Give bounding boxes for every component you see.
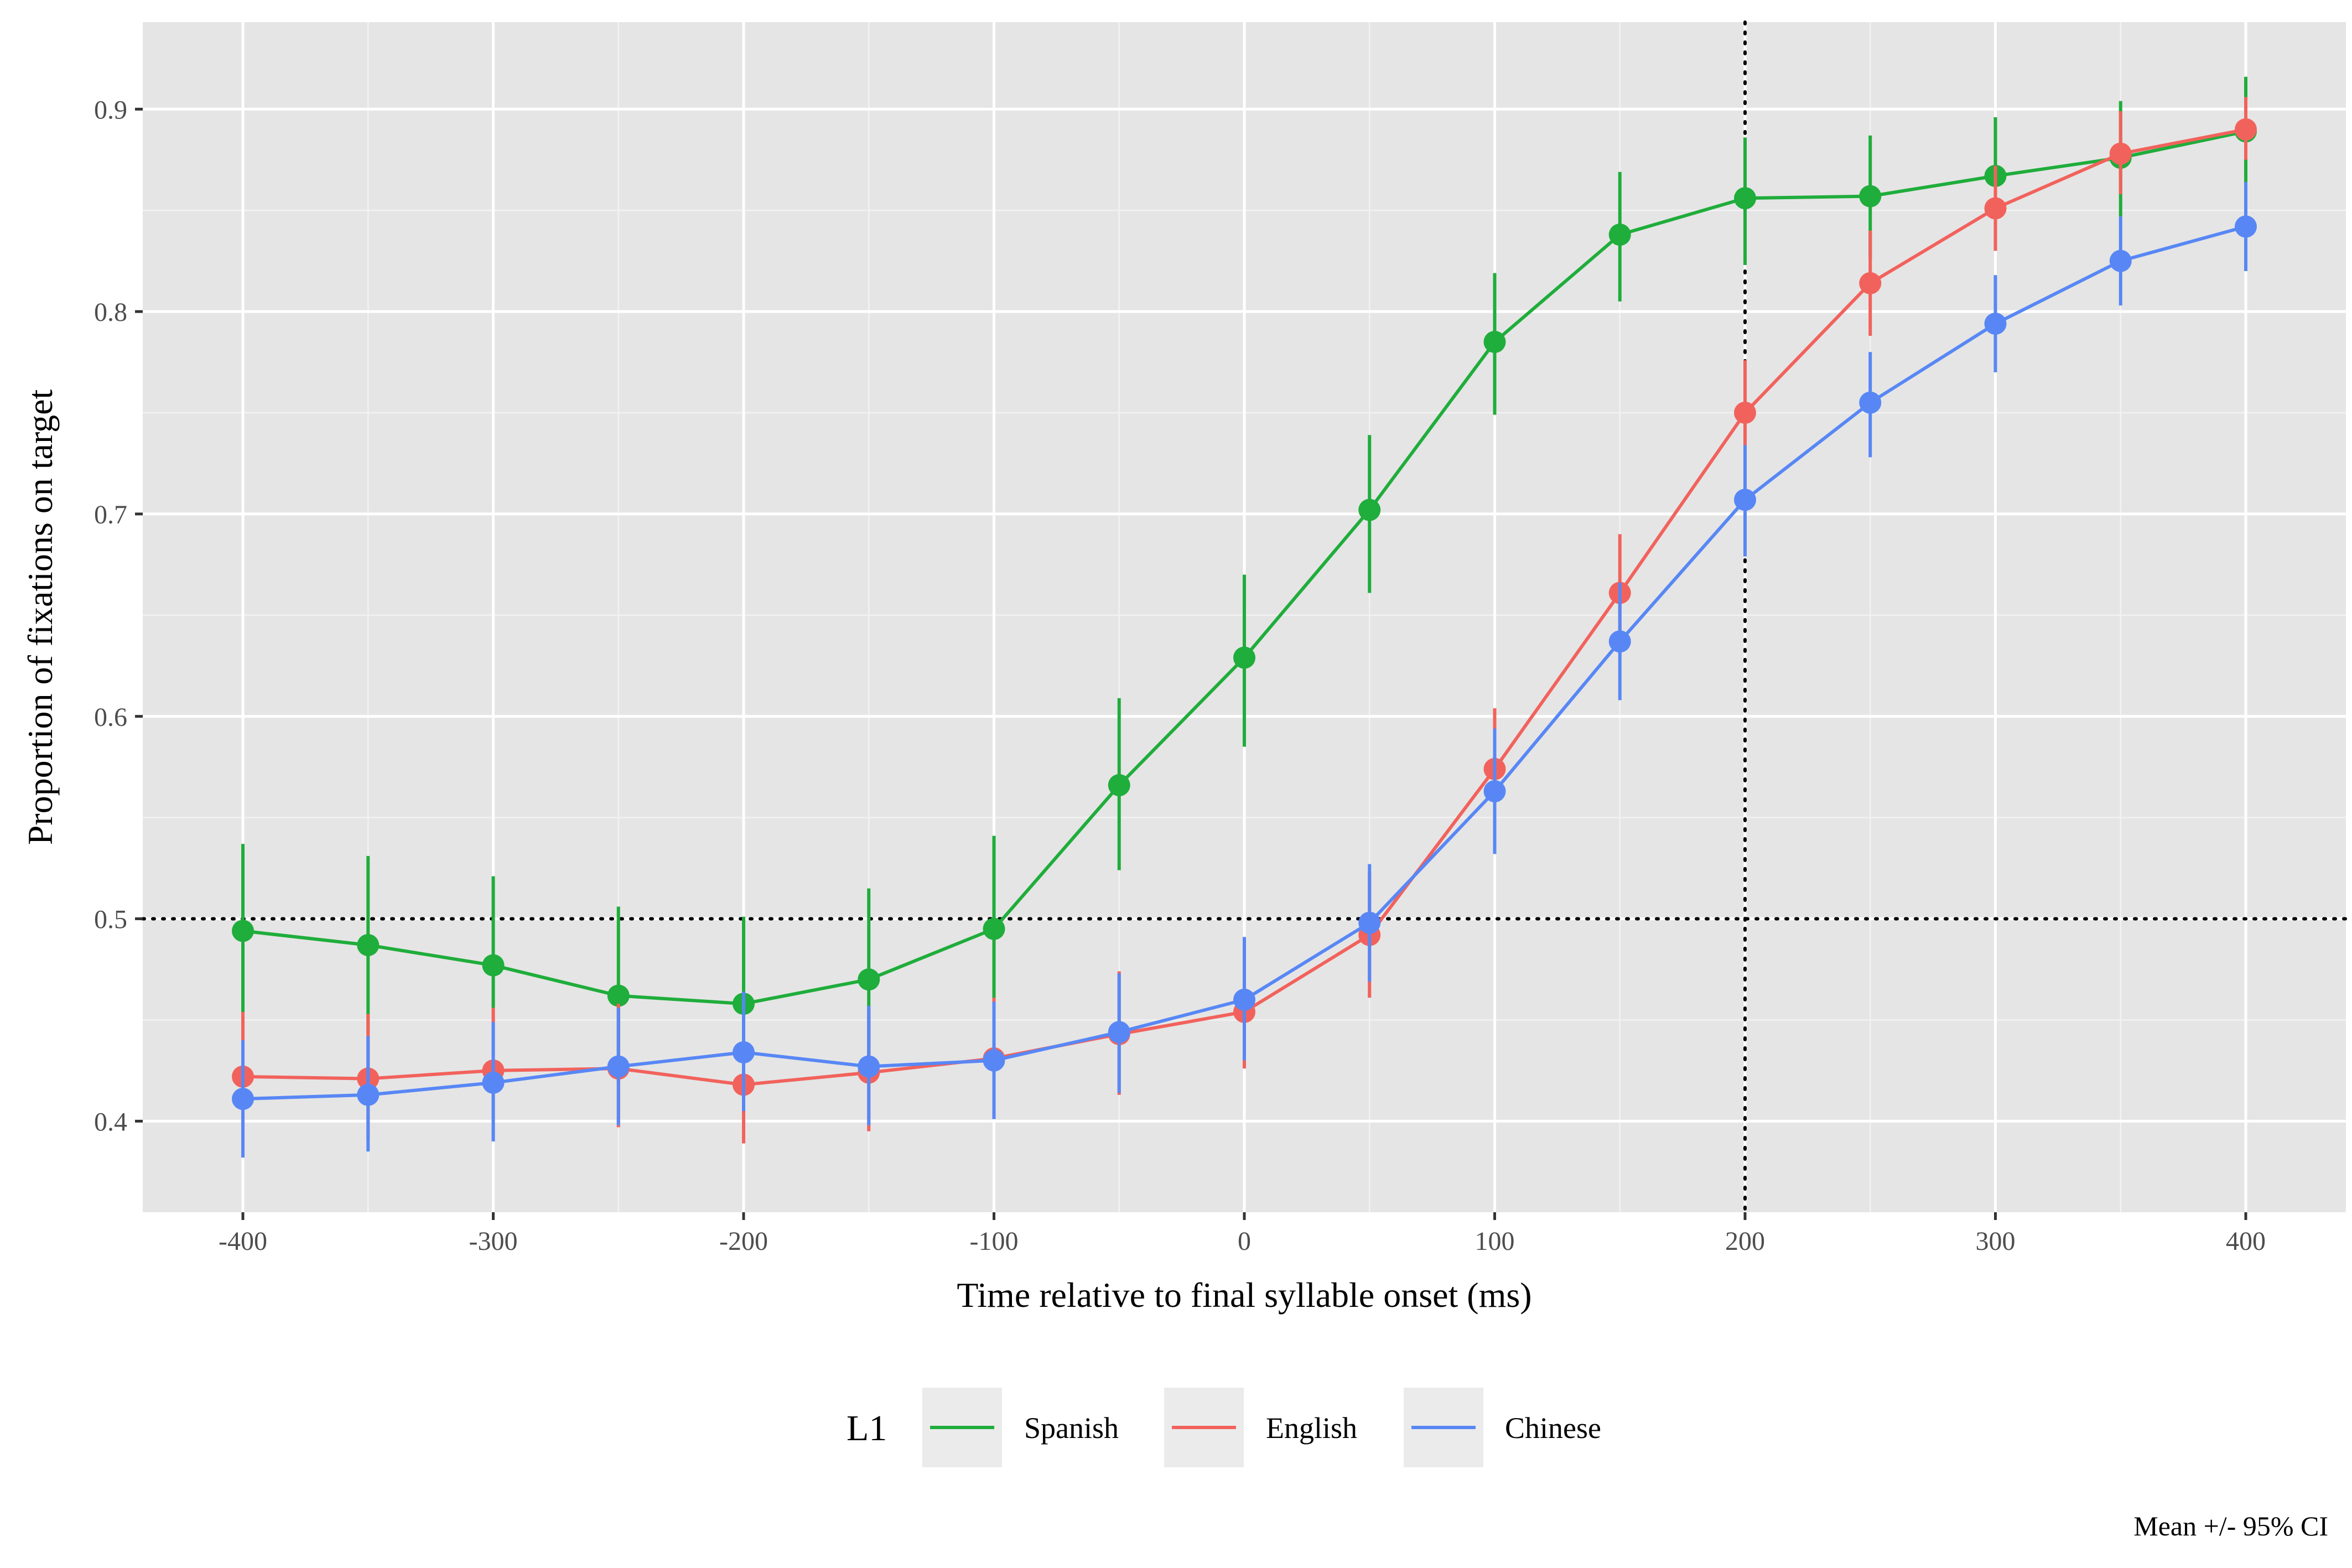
y-tick-label: 0.8 <box>94 298 127 327</box>
legend-label-chinese: Chinese <box>1505 1411 1601 1445</box>
x-tick-label: -400 <box>219 1227 267 1256</box>
data-point-spanish <box>232 920 254 942</box>
data-point-spanish <box>482 954 505 977</box>
data-point-chinese <box>1483 780 1506 803</box>
data-point-english <box>1859 272 1882 294</box>
data-point-spanish <box>1859 185 1882 207</box>
y-tick-label: 0.9 <box>94 95 127 124</box>
data-point-chinese <box>1608 630 1631 653</box>
data-point-english <box>2235 118 2257 141</box>
data-point-english <box>1984 197 2007 220</box>
data-point-chinese <box>482 1071 505 1094</box>
data-point-spanish <box>983 917 1005 940</box>
data-point-spanish <box>1108 774 1130 797</box>
legend-label-english: English <box>1266 1411 1357 1445</box>
legend-title: L1 <box>847 1408 887 1448</box>
x-tick-label: 400 <box>2226 1227 2266 1256</box>
y-tick-label: 0.5 <box>94 905 127 934</box>
legend-item-chinese: Chinese <box>1404 1388 1601 1467</box>
y-axis-title: Proportion of fixations on target <box>20 389 60 845</box>
data-point-chinese <box>1108 1021 1130 1043</box>
data-point-chinese <box>983 1049 1005 1072</box>
data-point-chinese <box>733 1041 755 1064</box>
x-tick-label: 100 <box>1475 1227 1515 1256</box>
legend-items: Spanish English Chinese <box>922 1388 1601 1467</box>
data-point-chinese <box>1984 313 2007 335</box>
data-point-chinese <box>858 1055 880 1078</box>
x-tick-label: -100 <box>970 1227 1019 1256</box>
data-point-spanish <box>1358 499 1381 521</box>
data-point-spanish <box>1483 330 1506 353</box>
x-axis: -400 -300 -200 -100 0 100 200 300 400 <box>219 1212 2266 1256</box>
x-tick-label: -300 <box>469 1227 518 1256</box>
data-point-chinese <box>1734 489 1756 511</box>
data-point-spanish <box>1734 187 1756 210</box>
data-point-chinese <box>2109 250 2132 272</box>
data-point-spanish <box>607 984 630 1007</box>
data-point-spanish <box>1233 646 1255 669</box>
legend-item-spanish: Spanish <box>922 1388 1119 1467</box>
x-tick-label: 300 <box>1976 1227 2016 1256</box>
data-point-chinese <box>232 1088 254 1110</box>
data-point-spanish <box>1608 224 1631 246</box>
chart-caption: Mean +/- 95% CI <box>2133 1510 2328 1541</box>
data-point-chinese <box>1859 391 1882 414</box>
data-point-spanish <box>357 934 380 957</box>
data-point-chinese <box>2235 215 2257 238</box>
y-tick-label: 0.6 <box>94 703 127 732</box>
data-point-chinese <box>1358 911 1381 934</box>
legend-label-spanish: Spanish <box>1024 1411 1119 1445</box>
legend-item-english: English <box>1164 1388 1357 1467</box>
data-point-chinese <box>607 1055 630 1078</box>
data-point-english <box>2109 142 2132 165</box>
x-tick-label: 0 <box>1238 1227 1251 1256</box>
x-tick-label: 200 <box>1725 1227 1765 1256</box>
x-axis-title: Time relative to final syllable onset (m… <box>957 1275 1531 1315</box>
series-layer <box>232 76 2257 1158</box>
y-tick-label: 0.4 <box>94 1107 127 1136</box>
legend: L1 Spanish English Chinese <box>847 1388 1601 1467</box>
y-axis: 0.4 0.5 0.6 0.7 0.8 0.9 <box>94 95 143 1136</box>
data-point-chinese <box>357 1083 380 1106</box>
data-point-spanish <box>858 968 880 991</box>
series-chinese <box>232 181 2257 1158</box>
data-point-chinese <box>1233 988 1255 1011</box>
x-tick-label: -200 <box>719 1227 768 1256</box>
y-tick-label: 0.7 <box>94 500 127 529</box>
data-point-english <box>1734 402 1756 424</box>
